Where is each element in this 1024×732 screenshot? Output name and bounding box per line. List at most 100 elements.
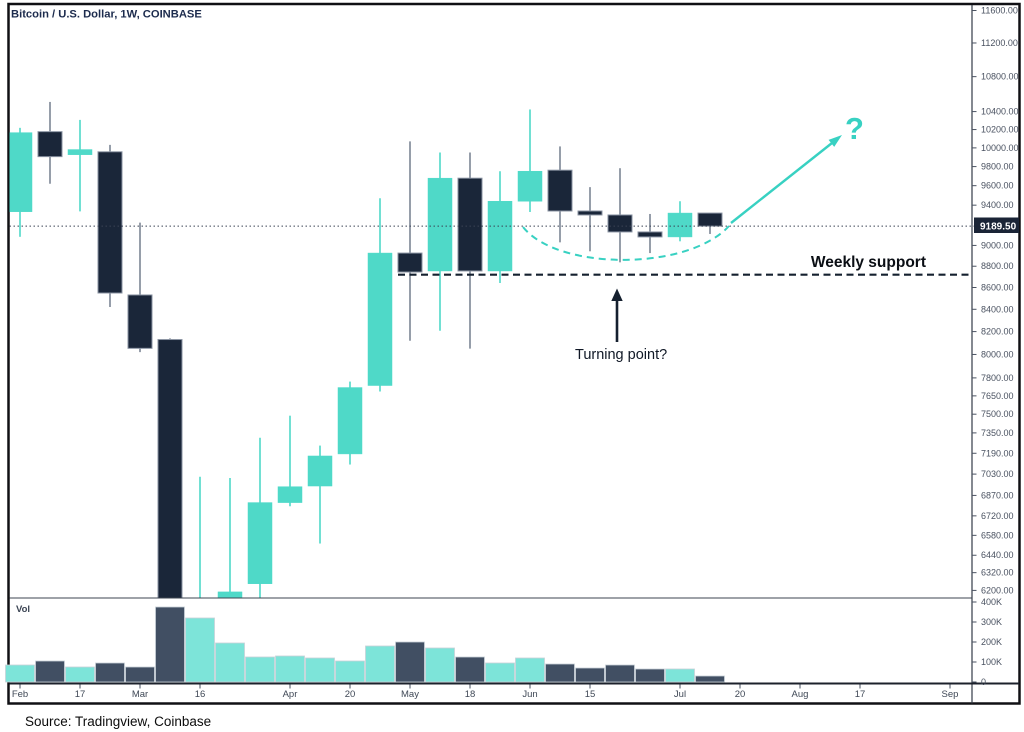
price-axis-label-8000: 8000.00 [981,349,1014,359]
price-axis-label-6870: 6870.00 [981,490,1014,500]
price-axis-label-9000: 9000.00 [981,240,1014,250]
volume-bar-w12 [335,660,365,683]
volume-bar-w10 [275,655,305,683]
price-axis-label-10200: 10200.00 [981,125,1019,135]
candle-w12 [337,381,363,465]
price-axis-label-11600: 11600.00 [981,5,1018,15]
volume-bar-w5 [125,666,155,683]
chart-title: Bitcoin / U.S. Dollar, 1W, COINBASE [11,9,202,21]
price-axis-label-6320: 6320.00 [981,568,1014,578]
candle-w6 [157,338,183,598]
price-axis-label-9400: 9400.00 [981,200,1014,210]
candle-w11 [307,445,333,544]
time-axis-label-Mar: Mar [132,689,148,700]
price-axis-label-6580: 6580.00 [981,530,1014,540]
price-axis-label-7800: 7800.00 [981,373,1014,383]
chart-frame [7,2,1021,705]
projection-arrow-line [730,142,833,224]
price-axis-label-9800: 9800.00 [981,162,1014,172]
candles-layer [9,101,723,598]
price-axis-label-11200: 11200.00 [981,38,1018,48]
price-axis-label-8200: 8200.00 [981,327,1014,337]
candle-w18 [517,109,543,212]
volume-bar-w4 [95,662,125,683]
candle-w24 [697,212,723,234]
candle-w5 [127,222,153,353]
volume-bar-w18 [515,657,545,683]
candle-w16 [457,152,483,349]
candle-w15 [427,152,453,331]
price-axis-label-7650: 7650.00 [981,391,1014,401]
time-axis-label-Apr: Apr [283,689,298,700]
candle-w2 [37,101,63,184]
volume-bar-w8 [215,642,245,683]
volume-bar-w21 [605,664,635,683]
candle-w4 [97,144,123,307]
time-axis-label-18: 18 [465,689,476,700]
volume-bar-w20 [575,667,605,683]
candle-w17 [487,171,513,283]
price-axis-label-6200: 6200.00 [981,585,1014,595]
volume-axis-label-400K: 400K [981,597,1002,607]
candle-w20 [577,187,603,252]
volume-bar-w19 [545,663,575,683]
price-axis-label-6440: 6440.00 [981,550,1014,560]
volume-bar-w9 [245,656,275,683]
volume-bar-w23 [665,668,695,683]
candle-w7 [199,476,201,598]
candle-w10 [277,415,303,507]
projection-arrow-head [828,135,842,147]
current-price-badge: 9189.50 [974,217,1019,233]
volume-bar-w24 [695,675,725,683]
question-mark-annotation: ? [845,111,864,146]
candle-w1 [9,127,33,237]
price-axis-label-7350: 7350.00 [981,428,1014,438]
candle-w23 [667,201,693,242]
time-axis-label-16: 16 [195,689,206,700]
weekly-support-label: Weekly support [811,254,926,271]
time-axis-label-15: 15 [585,689,596,700]
time-axis-label-20: 20 [735,689,746,700]
rounded-bottom-arc [522,225,730,261]
candle-w21 [607,168,633,263]
volume-axis-label-200K: 200K [981,637,1002,647]
volume-bar-w2 [35,660,65,683]
price-axis-label-8600: 8600.00 [981,283,1014,293]
volume-bar-w13 [365,645,395,683]
time-axis-label-20: 20 [345,689,356,700]
price-badge-value: 9189.50 [980,222,1017,233]
price-axis-label-8400: 8400.00 [981,304,1014,314]
time-axis-label-Aug: Aug [792,689,809,700]
price-axis-label-7500: 7500.00 [981,409,1014,419]
price-axis-label-10800: 10800.00 [981,72,1019,82]
time-axis-label-17: 17 [75,689,86,700]
chart-canvas: 11600.00 11200.00 10800.00 10400.00 10200.00… [5,2,1021,705]
volume-bar-w14 [395,641,425,683]
price-axis-label-7190: 7190.00 [981,448,1014,458]
price-axis-label-10400: 10400.00 [981,107,1019,117]
candle-w19 [547,146,573,243]
volume-bar-w7 [185,617,215,683]
price-badge-background [974,217,1019,233]
candle-w8 [217,478,243,598]
volume-bar-w3 [65,666,95,683]
price-axis-label-9600: 9600.00 [981,181,1014,191]
volume-bar-w6 [155,606,185,683]
volume-axis-label-100K: 100K [981,657,1002,667]
price-axis-label-7030: 7030.00 [981,469,1014,479]
candle-w3 [67,119,93,212]
volume-bar-w22 [635,668,665,683]
time-axis-label-Feb: Feb [12,689,28,700]
time-axis-label-May: May [401,689,419,700]
volume-axis-label-300K: 300K [981,617,1002,627]
time-axis-label-Jul: Jul [674,689,686,700]
candle-w9 [247,437,273,598]
candle-w13 [367,198,393,392]
volume-bar-w15 [425,647,455,683]
volume-bar-w17 [485,662,515,683]
volume-axis-label-0: 0 [981,677,986,687]
price-axis-label-8800: 8800.00 [981,261,1014,271]
volume-bar-w11 [305,657,335,683]
